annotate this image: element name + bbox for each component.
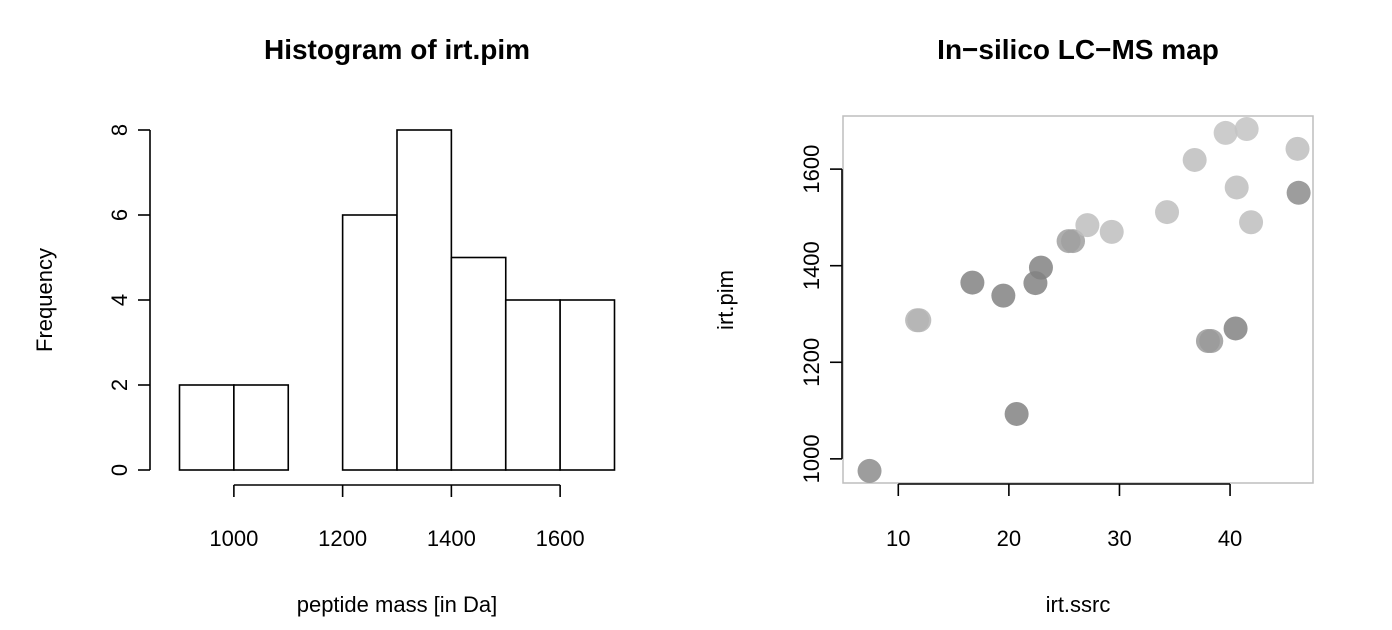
histogram-y-axis: 0 2 4 6 8 (107, 124, 151, 476)
scatter-x-label: irt.ssrc (1046, 592, 1111, 617)
scatter-x-tick-label-0: 10 (886, 526, 910, 551)
histogram-bar-1 (233, 384, 290, 471)
histogram-y-tick-label-2: 4 (107, 294, 132, 306)
scatter-y-tick-label-0: 1000 (799, 434, 824, 483)
histogram-bar-7 (559, 299, 616, 471)
scatter-plot-box (842, 115, 1314, 484)
histogram-y-tick-label-3: 6 (107, 209, 132, 221)
scatter-panel: In−silico LC−MS map 10 20 30 40 1000 1200 140… (713, 34, 1314, 617)
scatter-point-17 (1223, 316, 1248, 341)
scatter-point-19 (1234, 117, 1259, 142)
scatter-point-21 (1285, 136, 1310, 161)
histogram-bar-4 (396, 129, 453, 471)
scatter-point-15 (1199, 329, 1224, 354)
scatter-point-20 (1239, 210, 1264, 235)
scatter-point-7 (1028, 255, 1053, 280)
scatter-point-0 (857, 458, 882, 483)
scatter-point-13 (1182, 147, 1207, 172)
histogram-x-tick-label-0: 1000 (209, 526, 258, 551)
histogram-x-tick-label-3: 1600 (536, 526, 585, 551)
histogram-bar-0 (178, 384, 235, 471)
histogram-bar-6 (504, 299, 561, 471)
histogram-y-tick-label-1: 2 (107, 379, 132, 391)
histogram-x-tick-label-2: 1400 (427, 526, 476, 551)
scatter-x-tick-label-2: 30 (1107, 526, 1131, 551)
scatter-point-18 (1224, 175, 1249, 200)
scatter-point-10 (1075, 213, 1100, 238)
scatter-point-16 (1213, 120, 1238, 145)
scatter-point-11 (1099, 219, 1124, 244)
scatter-point-9 (1061, 229, 1086, 254)
scatter-point-5 (1004, 401, 1029, 426)
scatter-y-tick-label-1: 1200 (799, 338, 824, 387)
histogram-bar-3 (341, 214, 398, 471)
scatter-point-22 (1286, 180, 1311, 205)
scatter-point-2 (907, 308, 932, 333)
histogram-y-tick-label-0: 0 (107, 464, 132, 476)
histogram-y-tick-label-4: 8 (107, 124, 132, 136)
histogram-x-axis: 1000 1200 1400 1600 (209, 484, 585, 551)
histogram-x-label: peptide mass [in Da] (297, 592, 498, 617)
histogram-y-label: Frequency (32, 248, 57, 352)
scatter-x-tick-label-1: 20 (997, 526, 1021, 551)
scatter-y-tick-label-3: 1600 (799, 145, 824, 194)
scatter-y-axis: 1000 1200 1400 1600 (799, 145, 843, 483)
scatter-x-tick-label-3: 40 (1218, 526, 1242, 551)
scatter-point-12 (1155, 200, 1180, 225)
histogram-bars (178, 129, 616, 471)
scatter-points (857, 117, 1311, 483)
histogram-x-tick-label-1: 1200 (318, 526, 367, 551)
scatter-y-label: irt.pim (713, 270, 738, 330)
scatter-y-tick-label-2: 1400 (799, 241, 824, 290)
scatter-title: In−silico LC−MS map (937, 34, 1219, 65)
histogram-title: Histogram of irt.pim (264, 34, 530, 65)
scatter-point-3 (960, 270, 985, 295)
scatter-x-axis: 10 20 30 40 (886, 483, 1242, 551)
histogram-bar-5 (450, 256, 507, 471)
scatter-point-4 (991, 283, 1016, 308)
histogram-panel: Histogram of irt.pim 1000 1200 1400 1600 0 2… (32, 34, 616, 617)
